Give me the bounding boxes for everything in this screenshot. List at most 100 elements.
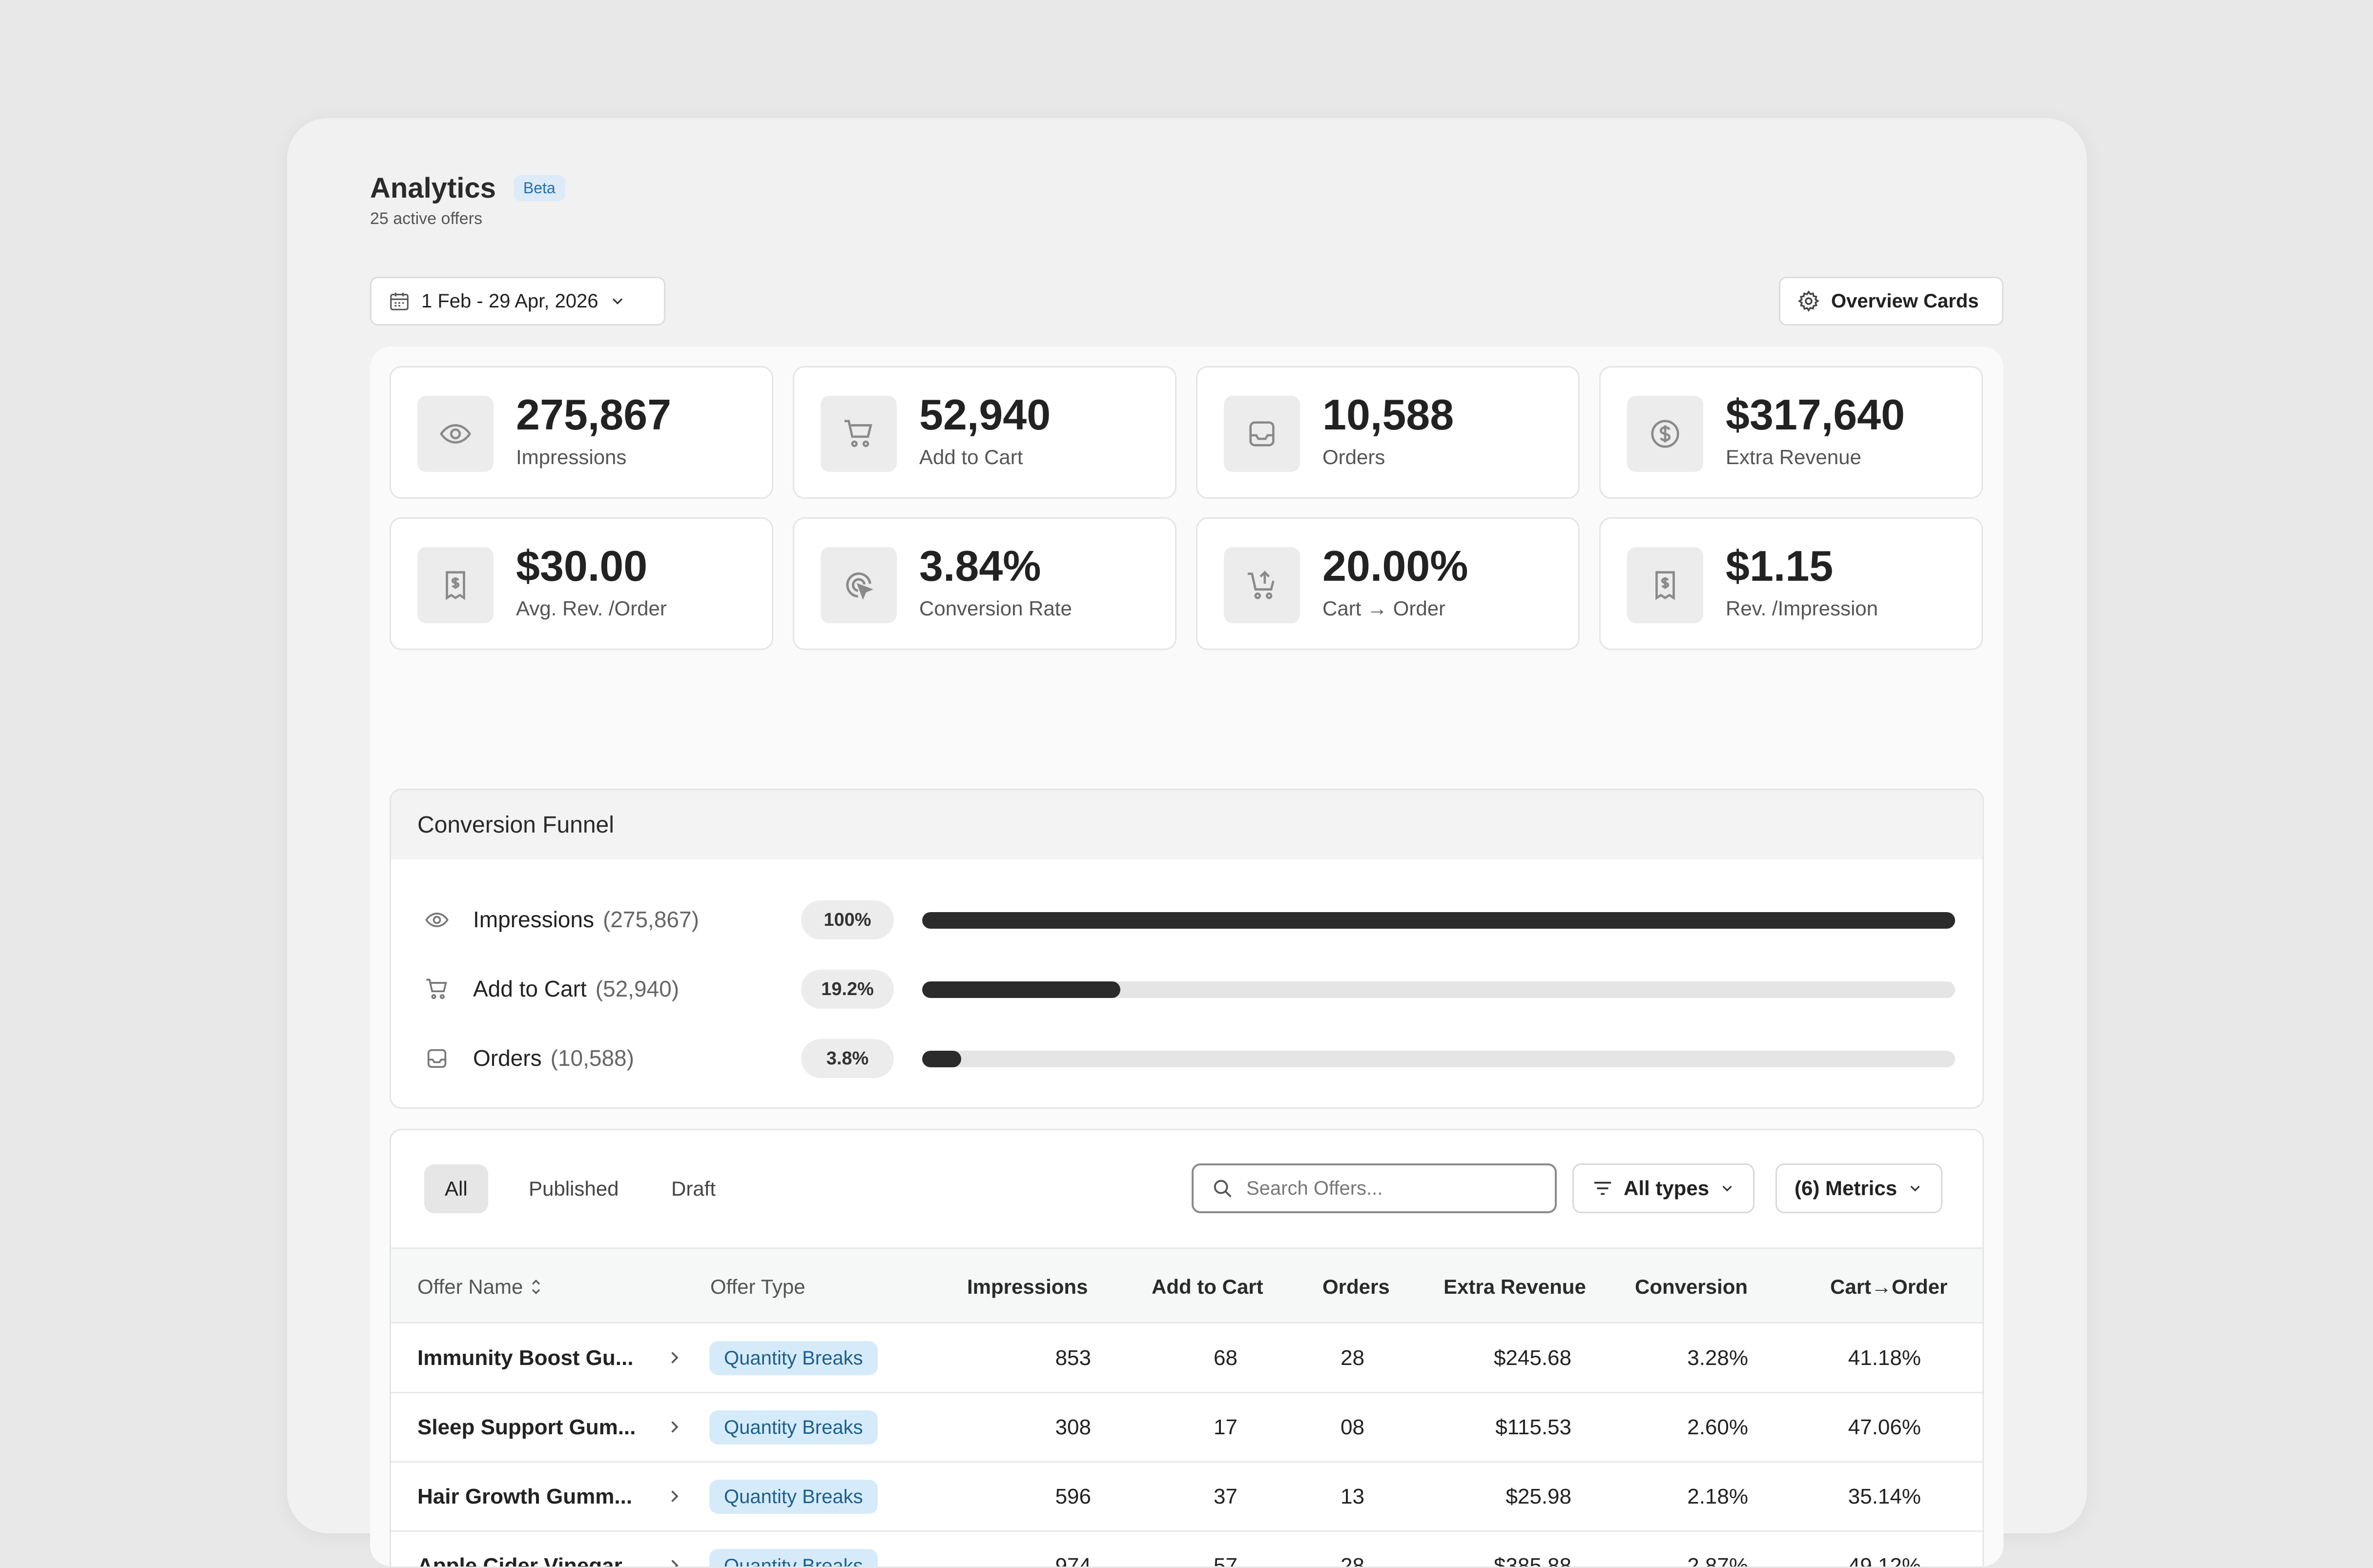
table-header: Offer Name Offer Type Impressions Add to… xyxy=(391,1249,1982,1324)
table-row[interactable]: Apple Cider Vinegar Quantity Breaks 974 57 2… xyxy=(391,1531,1982,1568)
calendar-icon xyxy=(390,292,409,310)
metric-value: 20.00% xyxy=(1322,542,1468,590)
funnel-percent: 19.2% xyxy=(801,970,894,1009)
offer-name[interactable]: Sleep Support Gum... xyxy=(417,1415,636,1439)
funnel-bar-track xyxy=(922,1051,1955,1067)
receipt-icon xyxy=(1655,571,1675,600)
funnel-percent: 3.8% xyxy=(801,1039,894,1078)
metric-label: Rev. /Impression xyxy=(1726,597,1878,620)
metric-value: 10,588 xyxy=(1322,390,1454,439)
cell-cart-order: 41.18% xyxy=(1848,1346,1921,1370)
chevron-down-icon xyxy=(1722,1185,1732,1192)
metric-card-orders: 10,588 Orders xyxy=(1196,366,1580,499)
metric-label: Cart → Order xyxy=(1322,597,1446,620)
cell-conversion: 2.60% xyxy=(1687,1415,1748,1439)
beta-badge: Beta xyxy=(513,175,565,201)
column-extra-revenue[interactable]: Extra Revenue xyxy=(1444,1275,1586,1298)
analytics-window: Analytics Beta 25 active offers 1 Feb - … xyxy=(287,118,2087,1568)
offer-name[interactable]: Apple Cider Vinegar xyxy=(417,1554,622,1568)
inbox-icon xyxy=(427,1049,447,1068)
funnel-label: Impressions xyxy=(473,907,594,932)
chevron-right-icon[interactable] xyxy=(665,1555,683,1568)
column-orders[interactable]: Orders xyxy=(1322,1275,1390,1298)
cell-impressions: 308 xyxy=(1055,1415,1091,1439)
cell-conversion: 3.28% xyxy=(1687,1346,1748,1370)
metric-card-rev-per-impression: $1.15 Rev. /Impression xyxy=(1599,517,1983,650)
cell-impressions: 974 xyxy=(1055,1554,1091,1568)
page-header: Analytics Beta 25 active offers xyxy=(370,172,565,228)
cart-icon xyxy=(844,420,872,448)
eye-icon xyxy=(425,913,449,927)
table-row[interactable]: Sleep Support Gum... Quantity Breaks 308 17… xyxy=(391,1393,1982,1463)
offer-name[interactable]: Immunity Boost Gu... xyxy=(417,1346,634,1370)
metric-label: Conversion Rate xyxy=(919,597,1072,620)
metric-card-conversion-rate: 3.84% Conversion Rate xyxy=(793,517,1176,650)
chevron-right-icon[interactable] xyxy=(665,1416,683,1438)
funnel-row-add-to-cart: Add to Cart (52,940) 19.2% xyxy=(391,967,1982,1011)
column-conversion[interactable]: Conversion xyxy=(1635,1275,1748,1298)
dollar-circle-icon xyxy=(1651,420,1679,448)
cell-cart-order: 49.12% xyxy=(1848,1554,1921,1568)
metric-label: Impressions xyxy=(516,446,627,468)
chevron-down-icon xyxy=(613,298,623,305)
table-row[interactable]: Hair Growth Gumm... Quantity Breaks 596 37 1… xyxy=(391,1462,1982,1532)
column-cart-to-order[interactable]: Cart→Order xyxy=(1830,1275,1948,1298)
search-icon xyxy=(1214,1180,1232,1198)
funnel-bar-track xyxy=(922,912,1955,929)
metric-value: 52,940 xyxy=(919,390,1051,439)
cell-add-to-cart: 37 xyxy=(1214,1485,1238,1508)
column-offer-type[interactable]: Offer Type xyxy=(710,1275,805,1298)
chevron-right-icon[interactable] xyxy=(665,1347,683,1368)
table-toolbar: All Published Draft All types (6) Metric… xyxy=(391,1130,1982,1249)
tab-draft[interactable]: Draft xyxy=(671,1177,716,1200)
funnel-row-impressions: Impressions (275,867) 100% xyxy=(391,897,1982,941)
funnel-bar-fill xyxy=(922,981,1121,998)
overview-cards-button[interactable]: Overview Cards xyxy=(1779,277,2003,326)
metric-label: Add to Cart xyxy=(919,446,1023,468)
search-box[interactable] xyxy=(1192,1163,1557,1213)
receipt-icon xyxy=(446,571,465,600)
cell-cart-order: 35.14% xyxy=(1848,1485,1921,1508)
table-row[interactable]: Immunity Boost Gu... Quantity Breaks 853 68… xyxy=(391,1324,1982,1393)
type-filter-dropdown[interactable]: All types xyxy=(1572,1163,1755,1213)
metrics-filter-dropdown[interactable]: (6) Metrics xyxy=(1775,1163,1943,1213)
funnel-count: (275,867) xyxy=(602,907,699,932)
metric-label: Avg. Rev. /Order xyxy=(516,597,667,620)
cell-impressions: 853 xyxy=(1055,1346,1091,1370)
cell-add-to-cart: 17 xyxy=(1214,1415,1238,1439)
tab-all[interactable]: All xyxy=(424,1164,488,1213)
inbox-icon xyxy=(1249,421,1275,447)
cell-add-to-cart: 68 xyxy=(1214,1346,1238,1370)
metric-label: Orders xyxy=(1322,446,1385,468)
funnel-count: (52,940) xyxy=(595,976,680,1001)
gear-icon xyxy=(1797,290,1819,312)
eye-icon xyxy=(440,424,471,444)
cell-revenue: $385.88 xyxy=(1493,1554,1571,1568)
funnel-title: Conversion Funnel xyxy=(391,790,1982,859)
metric-value: 275,867 xyxy=(516,390,672,439)
column-offer-name[interactable]: Offer Name xyxy=(417,1275,544,1299)
chevron-right-icon[interactable] xyxy=(665,1486,683,1507)
offer-name[interactable]: Hair Growth Gumm... xyxy=(417,1485,633,1508)
cell-orders: 08 xyxy=(1341,1415,1364,1439)
funnel-percent: 100% xyxy=(801,900,894,939)
column-impressions[interactable]: Impressions xyxy=(967,1275,1088,1298)
target-cursor-icon xyxy=(846,572,873,600)
offer-type-badge: Quantity Breaks xyxy=(709,1410,878,1445)
column-add-to-cart[interactable]: Add to Cart xyxy=(1152,1275,1263,1298)
funnel-label: Orders xyxy=(473,1045,542,1071)
funnel-label: Add to Cart xyxy=(473,976,587,1001)
offer-type-badge: Quantity Breaks xyxy=(709,1480,878,1514)
funnel-bar-fill xyxy=(922,1051,962,1067)
cell-conversion: 2.87% xyxy=(1687,1554,1748,1568)
cell-orders: 28 xyxy=(1341,1554,1364,1568)
metric-value: 3.84% xyxy=(919,542,1041,590)
offer-type-badge: Quantity Breaks xyxy=(709,1549,878,1567)
tab-published[interactable]: Published xyxy=(529,1177,619,1200)
search-input[interactable] xyxy=(1245,1177,1540,1200)
funnel-bar-track xyxy=(922,981,1955,998)
metric-card-avg-revenue: $30.00 Avg. Rev. /Order xyxy=(390,517,773,650)
date-range-picker[interactable]: 1 Feb - 29 Apr, 2026 xyxy=(370,277,665,326)
metric-value: $317,640 xyxy=(1726,390,1905,439)
cell-revenue: $115.53 xyxy=(1495,1415,1571,1439)
